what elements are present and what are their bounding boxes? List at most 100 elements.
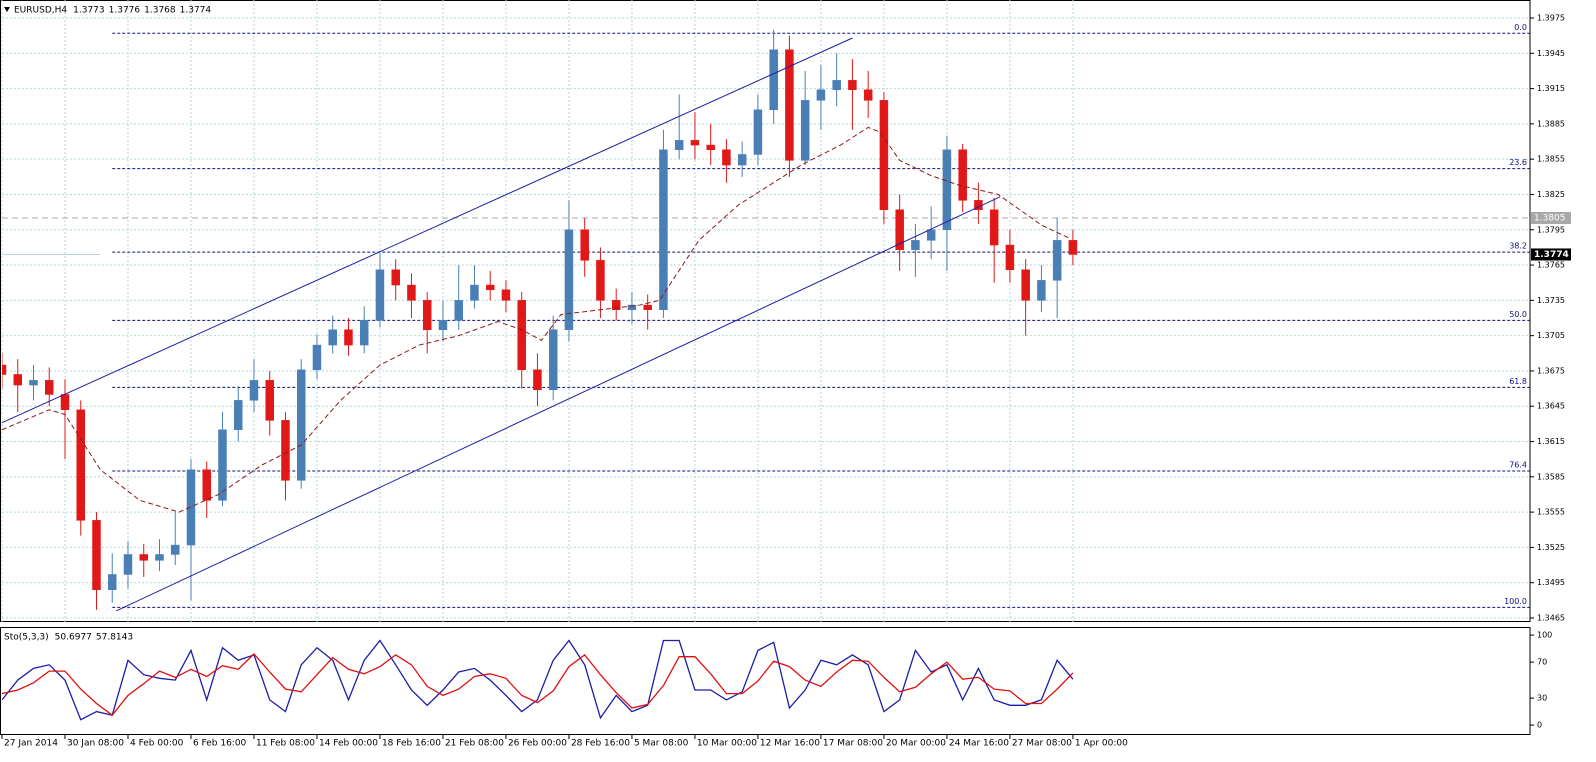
stochastic-line — [2, 653, 1074, 717]
plot-layer — [2, 29, 1530, 610]
y-tick-label: 100 — [1537, 631, 1552, 640]
candle-body — [785, 49, 794, 161]
candle-body — [895, 209, 904, 251]
candle-body — [926, 229, 936, 241]
y-tick-label: 1.3765 — [1537, 261, 1565, 270]
y-tick-label: 1.3495 — [1537, 578, 1565, 587]
candle-body — [832, 80, 841, 91]
y-tick-label: 1.3735 — [1537, 296, 1565, 305]
x-tick-label: 12 Mar 16:00 — [760, 739, 820, 749]
candle-body — [548, 329, 558, 391]
y-tick-label: 1.3675 — [1537, 366, 1565, 375]
candle-body — [2, 364, 7, 375]
x-tick-label: 24 Mar 16:00 — [949, 739, 1009, 749]
candle-body — [60, 394, 70, 411]
candle-body — [989, 209, 999, 246]
y-tick-label: 1.3555 — [1537, 508, 1565, 517]
candle-body — [155, 554, 164, 561]
candle-body — [1037, 280, 1046, 301]
reference-price-label: 1.3805 — [1534, 214, 1566, 224]
y-tick-label: 1.3855 — [1537, 155, 1565, 164]
candle-body — [737, 154, 747, 166]
y-tick-label: 70 — [1537, 658, 1547, 667]
x-tick-label: 28 Feb 16:00 — [571, 739, 630, 749]
x-tick-label: 10 Mar 00:00 — [697, 739, 757, 749]
panel-reading: 1.3768 — [144, 6, 176, 16]
last-price-label: 1.3774 — [1534, 250, 1569, 260]
candle-body — [312, 344, 322, 371]
candle-body — [533, 369, 542, 391]
candle-body — [170, 544, 180, 555]
y-tick-label: 1.3825 — [1537, 190, 1565, 199]
x-tick-label: 18 Feb 16:00 — [382, 739, 441, 749]
x-tick-label: 20 Mar 00:00 — [886, 739, 946, 749]
candle-body — [218, 429, 227, 501]
collapse-icon — [4, 7, 10, 12]
candle-body — [722, 149, 731, 166]
y-tick-label: 1.3795 — [1537, 225, 1565, 234]
candle-body — [344, 329, 353, 346]
candle-body — [249, 380, 259, 401]
candle-body — [485, 284, 495, 291]
panel-reading: 1.3776 — [109, 6, 141, 16]
fibo-label: 76.4 — [1509, 460, 1527, 469]
candle-body — [1068, 240, 1078, 255]
candle-body — [816, 89, 826, 101]
x-tick-label: 14 Feb 00:00 — [319, 739, 378, 749]
candle-body — [863, 89, 873, 101]
candle-body — [643, 304, 652, 311]
candle-body — [1021, 269, 1030, 301]
x-tick-label: 5 Mar 08:00 — [634, 739, 689, 749]
candle-body — [44, 380, 54, 395]
x-tick-label: 6 Feb 16:00 — [193, 739, 247, 749]
x-tick-label: 27 Jan 2014 — [4, 739, 58, 749]
candle-body — [564, 229, 574, 331]
candle-body — [265, 380, 274, 421]
candle-body — [391, 269, 400, 286]
y-tick-label: 1.3975 — [1537, 14, 1565, 23]
y-tick-label: 1.3885 — [1537, 119, 1565, 128]
fibo-label: 0.0 — [1514, 23, 1527, 32]
x-tick-label: 30 Jan 08:00 — [67, 739, 124, 749]
candle-body — [123, 554, 133, 575]
candle-body — [1052, 240, 1062, 281]
candle-body — [958, 149, 967, 201]
candle-body — [517, 300, 526, 371]
candle-body — [753, 109, 763, 155]
candle-body — [454, 300, 463, 321]
candle-body — [281, 420, 290, 481]
fibo-label: 50.0 — [1509, 310, 1527, 319]
candle-body — [29, 380, 38, 386]
candle-body — [690, 140, 700, 146]
panel-frame — [0, 0, 1531, 622]
panel-title: EURUSD,H4 — [14, 6, 67, 16]
candle-body — [438, 320, 448, 331]
panel-reading: 1.3774 — [180, 6, 212, 16]
candle-body — [596, 260, 605, 301]
y-tick-label: 0 — [1537, 721, 1542, 730]
candle-body — [233, 400, 243, 431]
x-tick-label: 1 Apr 00:00 — [1075, 739, 1128, 749]
reference-price-box — [1531, 212, 1571, 224]
moving-average — [1, 126, 1070, 513]
candle-body — [1005, 244, 1015, 271]
panel-title: Sto(5,3,3) — [4, 633, 49, 643]
panel-reading: 57.8143 — [96, 633, 133, 643]
candle-body — [407, 284, 416, 301]
candle-body — [76, 409, 85, 521]
x-tick-label: 26 Feb 00:00 — [508, 739, 567, 749]
y-tick-label: 1.3645 — [1537, 402, 1565, 411]
candle-body — [769, 49, 778, 111]
panel-reading: 1.3773 — [73, 6, 105, 16]
y-tick-label: 1.3705 — [1537, 331, 1565, 340]
fibo-label: 38.2 — [1509, 242, 1527, 251]
candle-body — [202, 469, 211, 501]
candle-body — [139, 554, 148, 561]
candle-body — [375, 269, 385, 321]
candle-body — [611, 300, 621, 311]
panel-reading: 50.6977 — [55, 633, 92, 643]
stochastic-line — [2, 639, 1074, 721]
